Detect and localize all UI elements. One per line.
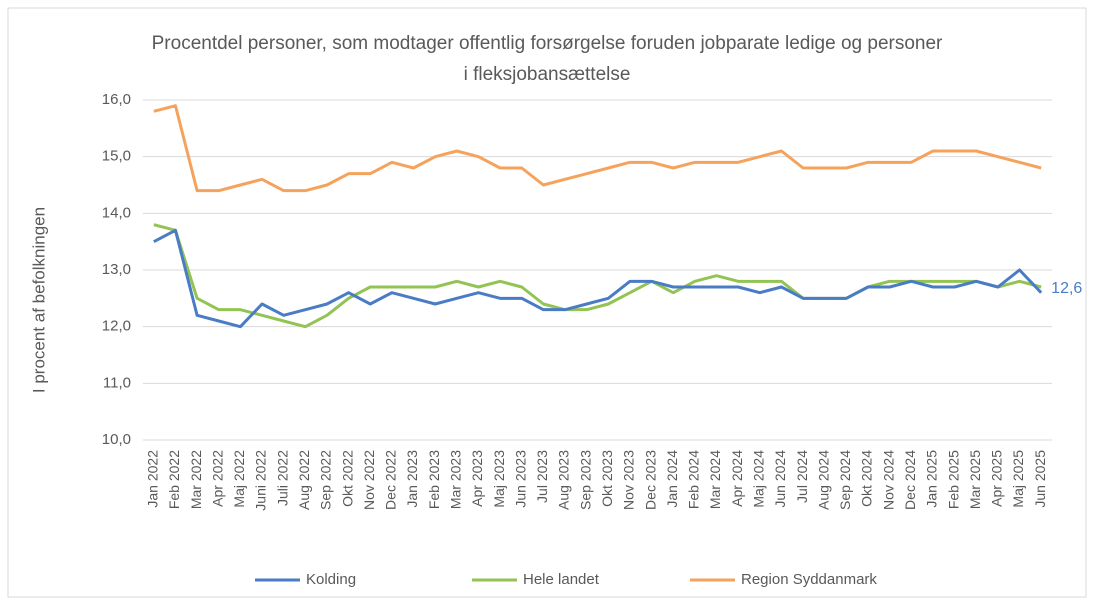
x-tick-label: Aug 2023 <box>556 450 572 510</box>
legend-label: Kolding <box>306 571 356 588</box>
x-tick-label: Aug 2022 <box>296 450 312 510</box>
x-tick-label: Okt 2023 <box>599 450 615 507</box>
x-tick-label: Okt 2024 <box>859 450 875 507</box>
y-tick-label: 10,0 <box>102 431 131 448</box>
x-tick-label: Aug 2024 <box>815 450 831 510</box>
x-tick-label: Dec 2022 <box>383 450 399 510</box>
x-tick-label: Juni 2022 <box>253 450 269 511</box>
x-tick-label: Okt 2022 <box>339 450 355 507</box>
y-tick-label: 16,0 <box>102 91 131 108</box>
legend-label: Hele landet <box>523 571 600 588</box>
x-tick-label: Nov 2024 <box>880 450 896 510</box>
x-tick-label: Mar 2023 <box>448 450 464 509</box>
chart-border <box>7 7 1087 598</box>
x-tick-label: Mar 2024 <box>707 450 723 509</box>
chart-title: Procentdel personer, som modtager offent… <box>151 33 943 85</box>
x-tick-label: Feb 2023 <box>426 450 442 509</box>
x-tick-label: Feb 2022 <box>166 450 182 509</box>
x-tick-label: Jul 2023 <box>534 450 550 503</box>
x-tick-label: Maj 2025 <box>1010 450 1026 508</box>
x-tick-label: Jun 2025 <box>1032 450 1048 508</box>
y-tick-label: 13,0 <box>102 261 131 278</box>
series-line <box>153 228 1043 329</box>
y-tick-label: 12,0 <box>102 318 131 335</box>
x-tick-label: Mar 2022 <box>188 450 204 509</box>
x-tick-label: Jan 2025 <box>924 450 940 508</box>
x-tick-label: Dec 2023 <box>642 450 658 510</box>
series-line <box>153 104 1042 193</box>
x-tick-label: Sep 2023 <box>577 450 593 510</box>
x-tick-label: Maj 2023 <box>491 450 507 508</box>
x-tick-label: Apr 2022 <box>209 450 225 507</box>
x-tick-label: Nov 2023 <box>621 450 637 510</box>
x-tick-label: Dec 2024 <box>902 450 918 510</box>
y-tick-label: 14,0 <box>102 204 131 221</box>
x-tick-label: Jun 2024 <box>772 450 788 508</box>
x-tick-label: Jan 2022 <box>145 450 161 508</box>
x-tick-label: Apr 2025 <box>989 450 1005 507</box>
data-label: 12,6 <box>1051 280 1082 297</box>
x-tick-label: Apr 2023 <box>469 450 485 507</box>
series-line <box>153 223 1042 329</box>
x-tick-label: Jun 2023 <box>512 450 528 508</box>
x-tick-label: Juli 2022 <box>274 450 290 506</box>
x-tick-label: Sep 2024 <box>837 450 853 510</box>
y-tick-label: 11,0 <box>103 374 131 391</box>
x-tick-label: Maj 2024 <box>751 450 767 508</box>
x-tick-label: Jan 2023 <box>404 450 420 508</box>
x-tick-label: Feb 2025 <box>945 450 961 509</box>
x-tick-label: Nov 2022 <box>361 450 377 510</box>
y-tick-label: 15,0 <box>102 148 131 165</box>
x-tick-label: Sep 2022 <box>318 450 334 510</box>
x-tick-label: Mar 2025 <box>967 450 983 509</box>
x-tick-label: Apr 2024 <box>729 450 745 507</box>
x-tick-label: Feb 2024 <box>686 450 702 509</box>
x-tick-label: Jan 2024 <box>664 450 680 508</box>
x-tick-label: Maj 2022 <box>231 450 247 508</box>
y-axis-label: I procent af befolkningen <box>29 207 48 393</box>
legend-label: Region Syddanmark <box>741 571 877 588</box>
x-tick-label: Jul 2024 <box>794 450 810 503</box>
